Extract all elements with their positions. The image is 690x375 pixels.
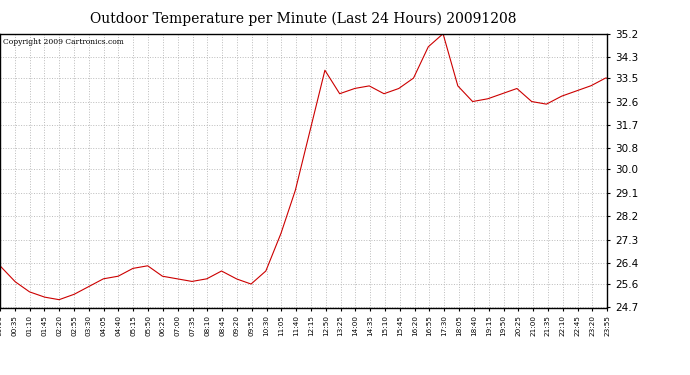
Text: Copyright 2009 Cartronics.com: Copyright 2009 Cartronics.com <box>3 38 124 46</box>
Text: Outdoor Temperature per Minute (Last 24 Hours) 20091208: Outdoor Temperature per Minute (Last 24 … <box>90 11 517 26</box>
